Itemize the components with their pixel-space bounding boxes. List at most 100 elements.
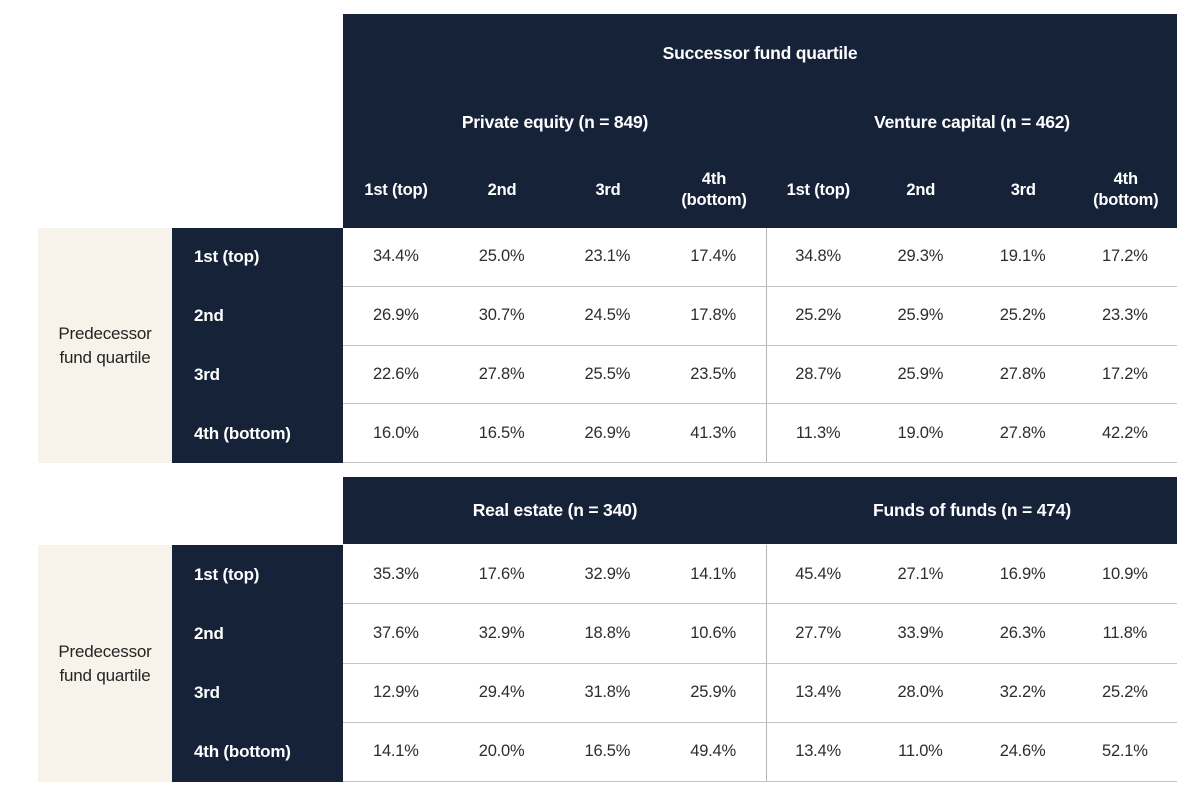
data-cell: 11.8% [1102, 623, 1148, 642]
data-cell: 27.8% [999, 364, 1046, 383]
data-cell: 17.4% [690, 247, 737, 266]
predecessor-axis-label-box: Predecessor fund quartile [38, 545, 172, 782]
data-cell: 13.4% [795, 742, 842, 761]
group-header-venture-capital: Venture capital (n = 462) [874, 111, 1070, 132]
data-cell: 25.9% [897, 364, 944, 383]
row-label-column: 1st (top) 2nd 3rd 4th (bottom) [172, 228, 343, 463]
data-cell: 16.5% [584, 742, 631, 761]
predecessor-axis-label-box: Predecessor fund quartile [38, 228, 172, 463]
row-label-4th: 4th (bottom) [194, 742, 291, 762]
table-row: 14.1% 20.0% 16.5% 49.4% 13.4% 11.0% 24.6… [343, 722, 1177, 782]
data-cell: 17.2% [1101, 247, 1148, 266]
column-header-2nd: 2nd [487, 180, 517, 199]
data-cell: 52.1% [1101, 742, 1148, 761]
data-cell: 24.5% [584, 306, 631, 325]
predecessor-axis-label: Predecessor fund quartile [58, 323, 152, 367]
table-row: 22.6% 27.8% 25.5% 23.5% 28.7% 25.9% 27.8… [343, 345, 1177, 405]
row-label-2nd: 2nd [194, 623, 224, 643]
data-grid-re-fof: 35.3% 17.6% 32.9% 14.1% 45.4% 27.1% 16.9… [343, 545, 1177, 782]
data-cell: 23.1% [584, 247, 631, 266]
data-cell: 37.6% [372, 623, 419, 642]
data-cell: 49.4% [690, 742, 737, 761]
data-cell: 25.2% [1101, 683, 1148, 702]
column-header-row: 1st (top) 2nd 3rd 4th (bottom) 1st (top)… [343, 152, 1177, 228]
data-cell: 14.1% [372, 742, 419, 761]
data-cell: 14.1% [690, 564, 737, 583]
predecessor-axis-label: Predecessor fund quartile [58, 641, 152, 685]
column-header-1st: 1st (top) [364, 180, 428, 199]
row-label-1st: 1st (top) [194, 564, 260, 584]
group-header-funds-of-funds: Funds of funds (n = 474) [873, 500, 1071, 520]
successor-fund-quartile-title: Successor fund quartile [662, 42, 858, 63]
data-cell: 26.9% [584, 423, 631, 442]
successor-header-band: Successor fund quartile Private equity (… [343, 14, 1177, 228]
data-cell: 16.0% [372, 423, 419, 442]
data-cell: 25.2% [999, 306, 1046, 325]
data-cell: 10.6% [690, 623, 737, 642]
data-cell: 29.3% [897, 247, 944, 266]
data-cell: 27.8% [478, 364, 525, 383]
data-cell: 25.9% [690, 683, 737, 702]
row-label-1st: 1st (top) [194, 247, 260, 267]
re-fof-header-band: Real estate (n = 340) Funds of funds (n … [343, 477, 1177, 544]
column-header-4th: 4th (bottom) [1093, 170, 1159, 209]
data-cell: 12.9% [372, 683, 419, 702]
data-cell: 16.9% [999, 564, 1046, 583]
data-cell: 27.1% [897, 564, 944, 583]
data-cell: 28.7% [795, 364, 842, 383]
row-label-2nd: 2nd [194, 306, 224, 326]
table-row: 34.4% 25.0% 23.1% 17.4% 34.8% 29.3% 19.1… [343, 228, 1177, 287]
column-header-3rd: 3rd [1010, 180, 1036, 199]
data-cell: 23.5% [690, 364, 737, 383]
data-cell: 30.7% [478, 306, 525, 325]
table-row: 16.0% 16.5% 26.9% 41.3% 11.3% 19.0% 27.8… [343, 404, 1177, 463]
group-header-real-estate: Real estate (n = 340) [472, 500, 638, 520]
row-label-3rd: 3rd [194, 683, 220, 703]
data-cell: 22.6% [372, 364, 419, 383]
column-header-2nd: 2nd [906, 180, 936, 199]
data-cell: 25.9% [897, 306, 944, 325]
column-headers-private-equity: 1st (top) 2nd 3rd 4th (bottom) [343, 152, 767, 228]
data-cell: 11.0% [898, 742, 943, 761]
group-header-private-equity: Private equity (n = 849) [461, 111, 649, 132]
row-label-column: 1st (top) 2nd 3rd 4th (bottom) [172, 545, 343, 782]
data-cell: 45.4% [795, 564, 842, 583]
data-cell: 34.8% [795, 247, 842, 266]
column-header-1st: 1st (top) [786, 180, 850, 199]
data-cell: 17.6% [478, 564, 525, 583]
data-cell: 25.2% [795, 306, 842, 325]
data-cell: 18.8% [584, 623, 631, 642]
data-cell: 24.6% [999, 742, 1046, 761]
table-row: 35.3% 17.6% 32.9% 14.1% 45.4% 27.1% 16.9… [343, 545, 1177, 605]
data-cell: 16.5% [478, 423, 525, 442]
column-header-3rd: 3rd [595, 180, 621, 199]
data-cell: 28.0% [897, 683, 944, 702]
data-cell: 26.3% [999, 623, 1046, 642]
group-header-row: Private equity (n = 849) Venture capital… [343, 92, 1177, 152]
data-cell: 25.5% [584, 364, 631, 383]
band-title-row: Successor fund quartile [343, 14, 1177, 92]
data-cell: 11.3% [795, 423, 841, 442]
data-cell: 32.9% [584, 564, 631, 583]
table-row: 37.6% 32.9% 18.8% 10.6% 27.7% 33.9% 26.3… [343, 604, 1177, 664]
data-cell: 13.4% [795, 683, 842, 702]
data-cell: 29.4% [478, 683, 525, 702]
data-cell: 10.9% [1101, 564, 1148, 583]
data-cell: 32.2% [999, 683, 1046, 702]
data-cell: 19.0% [897, 423, 944, 442]
row-label-4th: 4th (bottom) [194, 423, 291, 443]
data-cell: 41.3% [690, 423, 737, 442]
data-cell: 34.4% [372, 247, 419, 266]
data-cell: 20.0% [478, 742, 525, 761]
data-cell: 17.8% [690, 306, 737, 325]
data-cell: 31.8% [584, 683, 631, 702]
data-cell: 17.2% [1101, 364, 1148, 383]
data-cell: 19.1% [999, 247, 1046, 266]
data-cell: 42.2% [1101, 423, 1148, 442]
data-cell: 26.9% [372, 306, 419, 325]
table-row: 12.9% 29.4% 31.8% 25.9% 13.4% 28.0% 32.2… [343, 663, 1177, 723]
data-cell: 27.7% [795, 623, 842, 642]
table-row: 26.9% 30.7% 24.5% 17.8% 25.2% 25.9% 25.2… [343, 286, 1177, 346]
column-header-4th: 4th (bottom) [681, 170, 747, 209]
